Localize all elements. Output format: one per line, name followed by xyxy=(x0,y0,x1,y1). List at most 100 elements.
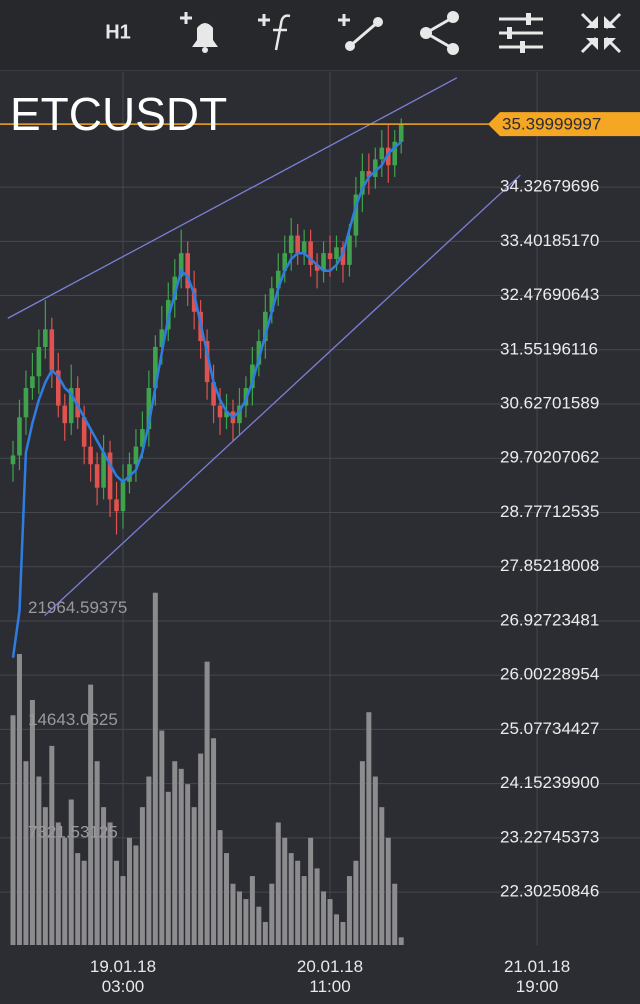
y-tick-label: 32.47690643 xyxy=(500,285,599,304)
candle-body xyxy=(36,346,42,377)
candle-body xyxy=(114,499,119,512)
volume-bar xyxy=(107,822,113,945)
candle-body xyxy=(127,464,132,482)
volume-bar xyxy=(288,853,294,945)
volume-bar xyxy=(346,876,352,945)
y-tick-label: 24.15239900 xyxy=(500,773,599,792)
candle-body xyxy=(250,364,255,389)
volume-bar xyxy=(249,876,255,945)
y-tick-label: 26.00228954 xyxy=(500,665,599,684)
candle-body xyxy=(75,388,80,418)
candle-body xyxy=(295,235,300,254)
share-button[interactable] xyxy=(420,11,459,55)
y-tick-label: 26.92723481 xyxy=(500,610,599,629)
candle-body xyxy=(282,253,288,271)
volume-bar xyxy=(321,891,327,945)
volume-bar xyxy=(133,845,139,945)
candle-body xyxy=(107,452,113,500)
volume-bar xyxy=(62,837,68,945)
volume-bar xyxy=(139,807,145,945)
volume-bar xyxy=(146,776,152,945)
candle-body xyxy=(172,276,178,301)
volume-bar xyxy=(269,883,275,945)
candle-body xyxy=(185,253,190,289)
trend-line xyxy=(7,77,458,319)
volume-bar xyxy=(185,784,191,945)
candle-body xyxy=(360,171,365,195)
candle-body xyxy=(191,288,197,312)
y-tick-label: 25.07734427 xyxy=(500,719,599,738)
candle-body xyxy=(301,241,307,254)
candle-body xyxy=(10,455,16,465)
alert-button[interactable] xyxy=(180,12,218,53)
chart-title: ETCUSDT xyxy=(10,88,227,140)
candle-body xyxy=(146,388,152,430)
settings-button[interactable] xyxy=(499,13,543,53)
volume-bar xyxy=(16,654,22,945)
y-tick-label: 27.85218008 xyxy=(500,556,599,575)
candle-body xyxy=(347,235,352,265)
fullscreen-button[interactable] xyxy=(580,12,622,54)
candle-body xyxy=(120,481,126,512)
y-tick-label: 28.77712535 xyxy=(500,502,599,521)
volume-bar xyxy=(204,661,210,945)
candle-body xyxy=(55,370,61,406)
candle-body xyxy=(224,411,229,418)
volume-bar xyxy=(379,807,385,945)
candle-body xyxy=(308,241,313,265)
candle-body xyxy=(211,382,216,406)
candle-body xyxy=(385,147,391,166)
volume-bar xyxy=(172,761,178,945)
volume-bar xyxy=(10,715,16,945)
volume-bar xyxy=(262,922,268,945)
candle-body xyxy=(159,329,165,347)
volume-bar xyxy=(88,684,94,945)
volume-bar xyxy=(75,853,81,945)
volume-bar xyxy=(275,822,281,945)
volume-bar xyxy=(256,906,262,945)
indicator-button[interactable] xyxy=(258,14,291,51)
volume-bar xyxy=(42,807,48,945)
volume-bar xyxy=(301,876,307,945)
candle-body xyxy=(49,329,55,371)
trend-line xyxy=(44,174,521,616)
candle-body xyxy=(153,346,158,389)
y-tick-label: 34.32679696 xyxy=(500,177,599,196)
price-tag xyxy=(488,112,640,137)
candle-body xyxy=(88,446,93,465)
volume-bar xyxy=(94,761,100,945)
volume-bar xyxy=(36,776,42,945)
candle-body xyxy=(94,464,100,488)
grid xyxy=(0,72,640,945)
volume-bar xyxy=(398,937,404,945)
volume-bar xyxy=(236,891,242,945)
candle-body xyxy=(217,405,223,418)
timeframe-button[interactable]: H1 xyxy=(105,21,131,43)
candle-body xyxy=(314,264,320,271)
drawing-button[interactable] xyxy=(338,14,383,51)
candle-body xyxy=(379,147,385,160)
candle-body xyxy=(204,341,210,383)
y-tick-label: 31.55196116 xyxy=(500,339,598,358)
y2-tick-label: 7321.53125 xyxy=(28,822,118,841)
candle-body xyxy=(62,405,68,424)
volume-bar xyxy=(282,837,288,945)
y-tick-label: 29.70207062 xyxy=(500,448,599,467)
volume-bar xyxy=(359,761,365,945)
candle-body xyxy=(133,446,139,465)
volume-bar xyxy=(372,776,378,945)
candle-body xyxy=(17,417,22,456)
y-tick-label: 30.62701589 xyxy=(500,394,599,413)
candle-body xyxy=(178,253,184,277)
volume-bar xyxy=(55,822,61,945)
candle-body xyxy=(321,253,326,271)
volume-bar xyxy=(243,899,249,945)
volume-bar xyxy=(314,868,320,945)
volume-bar xyxy=(198,753,204,945)
y-tick-label: 23.22745373 xyxy=(500,827,599,846)
candle-body xyxy=(30,376,35,389)
candle-body xyxy=(269,288,275,312)
volume-bar xyxy=(211,738,217,945)
